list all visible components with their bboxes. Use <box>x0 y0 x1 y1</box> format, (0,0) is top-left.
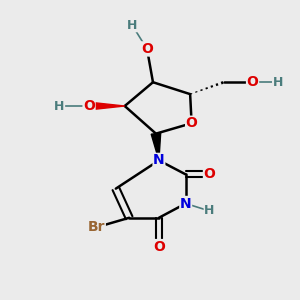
Text: H: H <box>54 100 64 112</box>
Text: N: N <box>153 153 165 167</box>
Text: O: O <box>186 116 197 130</box>
Text: O: O <box>141 42 153 56</box>
Text: Br: Br <box>88 220 105 234</box>
Text: O: O <box>203 167 215 182</box>
Text: H: H <box>127 19 137 32</box>
Text: O: O <box>247 75 259 89</box>
Text: H: H <box>273 76 283 89</box>
Text: O: O <box>83 99 95 113</box>
Polygon shape <box>151 133 161 160</box>
Text: O: O <box>153 240 165 254</box>
Text: N: N <box>180 196 191 211</box>
Polygon shape <box>89 102 125 110</box>
Text: H: H <box>204 204 214 218</box>
